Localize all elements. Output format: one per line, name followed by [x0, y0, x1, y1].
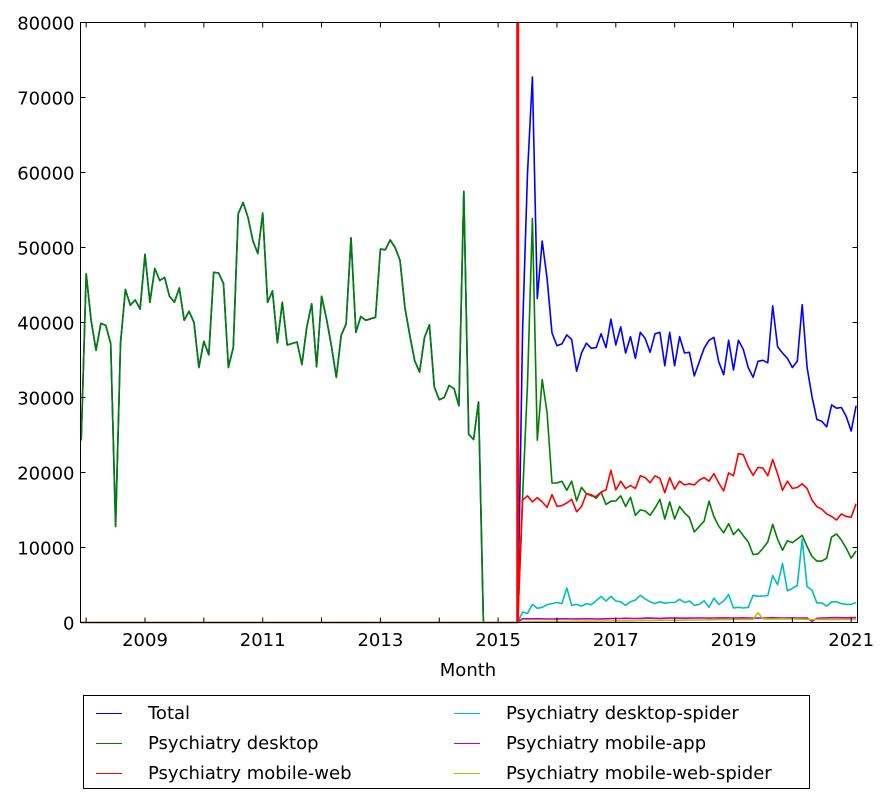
legend-swatch	[454, 772, 480, 774]
y-tick-label: 80000	[17, 14, 74, 35]
legend-label: Psychiatry mobile-web-spider	[506, 762, 772, 784]
x-tick-label: 2015	[475, 630, 521, 651]
series-line-psychiatry-desktop-spider	[81, 538, 857, 624]
legend-swatch	[96, 772, 122, 774]
x-tick-label: 2011	[240, 630, 286, 651]
y-tick-label: 50000	[17, 239, 74, 260]
y-tick-label: 40000	[17, 314, 74, 335]
y-tick-label: 70000	[17, 89, 74, 110]
legend-item: Psychiatry desktop	[96, 728, 319, 758]
y-tick-label: 60000	[17, 164, 74, 185]
y-tick-label: 0	[63, 614, 74, 635]
series-line-psychiatry-mobile-web	[81, 452, 857, 624]
legend-item: Psychiatry mobile-web	[96, 758, 352, 788]
legend-swatch	[454, 742, 480, 744]
y-tick-label: 10000	[17, 539, 74, 560]
x-tick-label: 2019	[711, 630, 757, 651]
legend-item: Psychiatry desktop-spider	[454, 698, 739, 728]
tick-layer: 0 10000 20000 30000 40000 50000 60000 70000 8000…	[17, 14, 874, 652]
x-tick-label: 2017	[593, 630, 639, 651]
y-tick-label: 20000	[17, 464, 74, 485]
legend-label: Psychiatry mobile-web	[148, 762, 352, 784]
legend-swatch	[454, 712, 480, 714]
x-tick-label: 2013	[357, 630, 403, 651]
legend-label: Psychiatry desktop	[148, 732, 319, 754]
y-tick-label: 30000	[17, 389, 74, 410]
x-axis-label: Month	[440, 660, 496, 681]
legend-item: Psychiatry mobile-web-spider	[454, 758, 772, 788]
legend-item: Total	[96, 698, 190, 728]
legend: Total Psychiatry desktop Psychiatry mobile…	[83, 695, 810, 789]
x-tick-label: 2009	[122, 630, 168, 651]
legend-label: Psychiatry desktop-spider	[506, 702, 739, 724]
legend-swatch	[96, 712, 122, 714]
legend-swatch	[96, 742, 122, 744]
legend-label: Psychiatry mobile-app	[506, 732, 707, 754]
series-line-psychiatry-desktop	[80, 190, 857, 624]
legend-label: Total	[148, 702, 191, 724]
x-tick-label: 2021	[828, 630, 874, 651]
legend-item: Psychiatry mobile-app	[454, 728, 706, 758]
series-layer	[80, 76, 857, 624]
